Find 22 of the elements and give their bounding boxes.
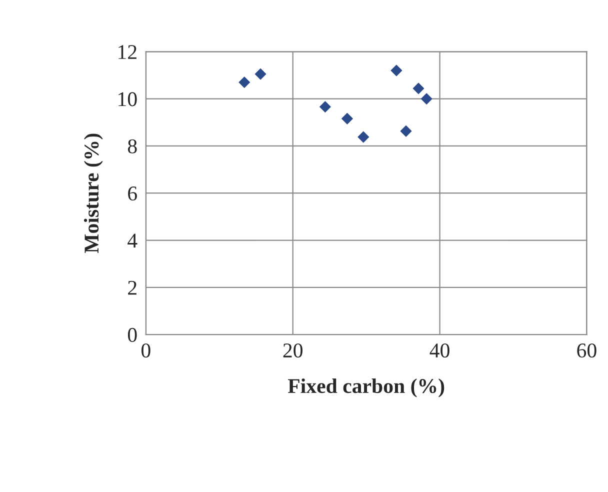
point: [342, 112, 353, 124]
point: [238, 76, 250, 88]
point: [412, 82, 424, 94]
x-tick-label: 0: [142, 343, 150, 358]
y-tick-label: 12: [118, 45, 136, 59]
x-axis-title: Fixed carbon (%): [288, 378, 444, 398]
y-tick-label: 8: [128, 139, 137, 154]
y-tick-label: 4: [128, 234, 138, 248]
point: [358, 131, 370, 143]
y-tick-label: 0: [128, 328, 137, 342]
y-tick-label: 10: [118, 92, 137, 106]
point: [400, 125, 412, 137]
x-tick-label: 20: [283, 343, 302, 358]
x-tick-label: 60: [577, 343, 596, 358]
x-tick-label: 40: [430, 343, 450, 358]
y-tick-label: 6: [128, 186, 137, 201]
y-axis-title: Moisture (%): [84, 134, 103, 254]
point: [390, 64, 402, 76]
y-tick-label: 2: [128, 280, 136, 295]
point: [254, 68, 266, 80]
point: [319, 101, 331, 113]
point: [420, 93, 432, 104]
